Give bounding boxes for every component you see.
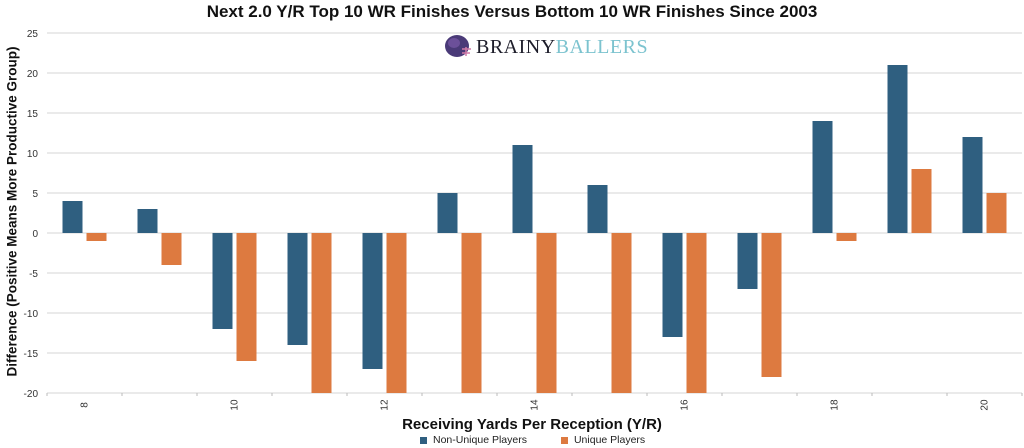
helmet-icon: [445, 35, 471, 57]
x-tick-label: 12: [380, 399, 391, 411]
bar-unique-13: [461, 233, 482, 393]
y-tick-label: -15: [24, 349, 39, 360]
bar-unique-14: [536, 233, 557, 393]
x-tick-label: 18: [830, 399, 841, 411]
x-tick-label: 20: [980, 399, 991, 411]
legend-label: Unique Players: [573, 434, 646, 446]
y-tick-label: 20: [27, 69, 39, 80]
bar-non-unique-16: [662, 233, 683, 337]
logo-text-light: BALLERS: [555, 35, 649, 58]
x-axis-title: Receiving Yards Per Reception (Y/R): [402, 416, 662, 433]
legend-label: Non-Unique Players: [433, 434, 527, 446]
bar-non-unique-14: [512, 145, 533, 233]
bar-non-unique-20: [962, 137, 983, 233]
legend-swatch: [560, 436, 568, 444]
legend-item-non-unique: Non-Unique Players: [420, 434, 527, 446]
y-tick-label: -10: [24, 309, 39, 320]
bar-non-unique-9: [137, 209, 158, 233]
chart-title: Next 2.0 Y/R Top 10 WR Finishes Versus B…: [206, 2, 818, 21]
bar-unique-11: [311, 233, 332, 393]
bar-unique-20: [986, 193, 1007, 233]
x-tick-label: 16: [680, 399, 691, 411]
y-tick-label: 0: [32, 229, 38, 240]
y-tick-label: 25: [27, 29, 39, 40]
bar-non-unique-18: [812, 121, 833, 233]
x-tick-label: 10: [230, 399, 241, 411]
bar-unique-18: [836, 233, 857, 241]
bar-unique-9: [161, 233, 182, 265]
y-tick-label: -5: [29, 269, 38, 280]
bar-unique-15: [611, 233, 632, 393]
bar-non-unique-10: [212, 233, 233, 329]
bar-unique-17: [761, 233, 782, 377]
y-tick-label: 10: [27, 149, 39, 160]
bar-unique-16: [686, 233, 707, 393]
y-tick-label: 15: [27, 109, 39, 120]
legend: Non-Unique Players Unique Players: [420, 434, 645, 446]
bar-non-unique-17: [737, 233, 758, 289]
bar-non-unique-19: [887, 65, 908, 233]
y-tick-label: -20: [24, 389, 39, 400]
brainyballers-logo: BRAINYBALLERS: [444, 34, 648, 60]
bar-non-unique-8: [62, 201, 83, 233]
bar-unique-10: [236, 233, 257, 361]
bar-unique-12: [386, 233, 407, 393]
legend-swatch: [420, 436, 427, 444]
bar-non-unique-12: [362, 233, 383, 369]
bar-unique-19: [911, 169, 932, 233]
legend-item-unique: Unique Players: [560, 434, 646, 446]
y-tick-label: 5: [32, 189, 38, 200]
bar-non-unique-11: [287, 233, 308, 345]
logo-text-dark: BRAINY: [476, 35, 556, 58]
x-tick-label: 8: [80, 402, 91, 408]
bar-unique-8: [86, 233, 107, 241]
x-tick-label: 14: [530, 399, 541, 411]
bar-non-unique-13: [437, 193, 458, 233]
bar-non-unique-15: [587, 185, 608, 233]
